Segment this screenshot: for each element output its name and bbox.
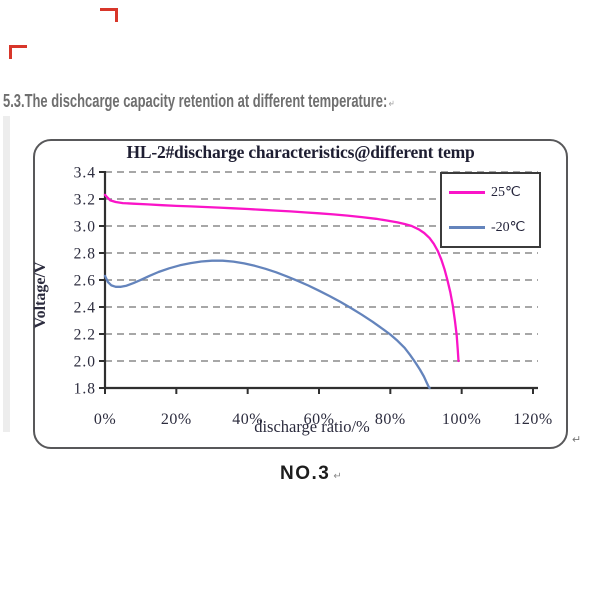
y-tick-label: 2.0 [74, 354, 96, 371]
legend-line-sample-minus20c [449, 226, 485, 229]
legend-item-minus20c: -20℃ [442, 210, 539, 245]
legend-label-minus20c: -20℃ [491, 220, 526, 235]
series-line-25℃ [103, 193, 460, 363]
page-edge-strip [3, 116, 10, 432]
x-tick-label: 120% [513, 411, 552, 428]
legend-item-25c: 25℃ [442, 175, 539, 210]
series-line--20℃ [103, 259, 431, 390]
x-tick-label: 0% [94, 411, 116, 428]
red-annotation-mark-left [9, 45, 27, 59]
figure-caption-text: NO.3 [280, 463, 331, 484]
y-tick-label: 2.6 [74, 273, 96, 290]
y-tick-label: 2.4 [74, 300, 96, 317]
chart-frame [33, 139, 568, 449]
y-tick-label: 2.2 [74, 327, 96, 344]
return-mark-icon: ↵ [333, 471, 342, 482]
y-tick-label: 3.0 [74, 219, 96, 236]
y-axis-title: Voltage/V [32, 261, 49, 329]
return-mark-icon: ↵ [388, 99, 395, 110]
x-tick-label: 60% [304, 411, 335, 428]
x-axis-title: discharge ratio/% [254, 417, 370, 436]
section-heading-text: 5.3.The dischcarge capacity retention at… [3, 90, 388, 111]
x-tick-label: 20% [161, 411, 192, 428]
y-tick-label: 2.8 [74, 246, 96, 263]
legend-label-25c: 25℃ [491, 185, 521, 200]
y-tick-label: 3.4 [74, 165, 96, 182]
x-tick-label: 40% [232, 411, 263, 428]
legend: 25℃ -20℃ [440, 172, 541, 248]
section-heading: 5.3.The dischcarge capacity retention at… [3, 90, 395, 112]
chart-title: HL-2#discharge characteristics@different… [126, 142, 475, 162]
figure-caption: NO.3 ↵ [280, 463, 342, 485]
red-annotation-mark-top [100, 8, 118, 22]
legend-line-sample-25c [449, 191, 485, 194]
return-mark-icon: ↵ [572, 434, 582, 446]
x-tick-label: 100% [442, 411, 481, 428]
y-tick-label: 3.2 [74, 192, 96, 209]
x-tick-label: 80% [375, 411, 406, 428]
y-tick-label: 1.8 [74, 381, 96, 398]
